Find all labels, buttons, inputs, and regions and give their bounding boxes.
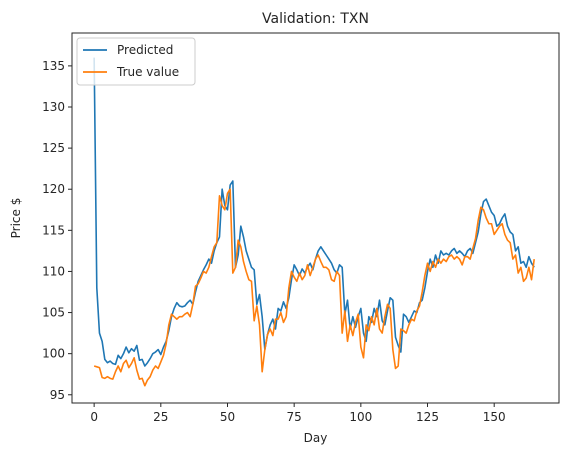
legend: Predicted True value xyxy=(76,37,196,86)
y-tick-label: 115 xyxy=(42,223,65,237)
x-tick-label: 100 xyxy=(349,410,372,424)
y-axis-ticks: 95 100 105 110 115 120 125 130 135 xyxy=(42,59,72,402)
y-tick-label: 110 xyxy=(42,264,65,278)
legend-label-true-value: True value xyxy=(116,65,179,79)
series-line-true-value xyxy=(93,188,535,387)
series-layer xyxy=(93,57,535,387)
y-tick-label: 125 xyxy=(42,141,65,155)
y-axis-label: Price $ xyxy=(9,198,23,239)
x-tick-label: 50 xyxy=(220,410,235,424)
legend-label-predicted: Predicted xyxy=(117,43,173,57)
y-tick-label: 105 xyxy=(42,306,65,320)
y-tick-label: 95 xyxy=(50,388,65,402)
y-tick-label: 120 xyxy=(42,182,65,196)
y-tick-label: 135 xyxy=(42,59,65,73)
x-tick-label: 75 xyxy=(287,410,302,424)
x-axis-label: Day xyxy=(304,431,328,445)
x-tick-label: 125 xyxy=(416,410,439,424)
plot-frame xyxy=(71,32,560,404)
x-tick-label: 0 xyxy=(90,410,98,424)
x-tick-label: 25 xyxy=(153,410,168,424)
chart-title: Validation: TXN xyxy=(262,11,369,27)
x-axis-ticks: 0 25 50 75 100 125 150 xyxy=(90,403,506,424)
y-tick-label: 100 xyxy=(42,347,65,361)
y-tick-label: 130 xyxy=(42,100,65,114)
x-tick-label: 150 xyxy=(483,410,506,424)
plot-background xyxy=(72,33,559,403)
